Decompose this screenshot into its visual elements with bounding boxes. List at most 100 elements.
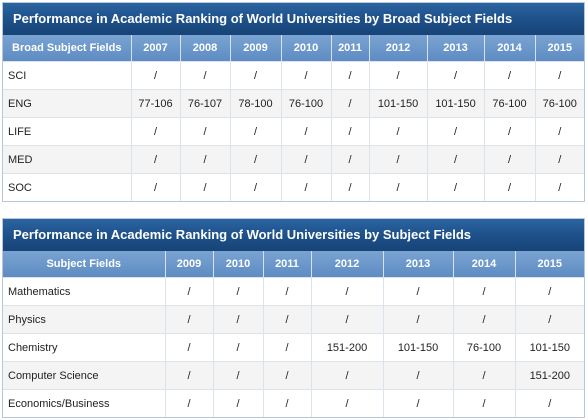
table-cell: / xyxy=(427,117,485,146)
table-cell: / xyxy=(281,173,332,201)
table-cell: / xyxy=(484,145,536,174)
table-cell: / xyxy=(369,145,428,174)
table-cell: / xyxy=(383,305,454,334)
table-cell: / xyxy=(263,361,312,390)
table-cell: / xyxy=(311,305,384,334)
table-cell: / xyxy=(453,305,516,334)
table-cell: / xyxy=(213,305,264,334)
table-cell: / xyxy=(383,361,454,390)
column-header: 2014 xyxy=(453,251,516,278)
row-label: SCI xyxy=(3,61,132,90)
row-label: Computer Science xyxy=(3,361,166,390)
table-cell: / xyxy=(213,277,264,306)
table-cell: / xyxy=(131,173,181,201)
table-cell: / xyxy=(230,117,282,146)
table-cell: / xyxy=(213,389,264,417)
subject-header-row: Subject Fields 2009 2010 2011 2012 2013 … xyxy=(3,251,584,278)
table-cell: / xyxy=(281,61,332,90)
table-cell: / xyxy=(331,145,370,174)
table-cell: / xyxy=(263,333,312,362)
table-cell: / xyxy=(535,173,584,201)
table-cell: 76-100 xyxy=(484,89,536,118)
table-row: SOC / / / / / / / / / xyxy=(3,173,584,201)
table-cell: / xyxy=(515,305,584,334)
table-row: ENG 77-106 76-107 78-100 76-100/101-150 101-1… xyxy=(3,89,584,118)
table-cell: / xyxy=(331,61,370,90)
table-cell: / xyxy=(131,117,181,146)
column-header: 2012 xyxy=(311,251,384,278)
row-label: MED xyxy=(3,145,132,174)
column-header: 2013 xyxy=(427,35,485,62)
table-cell: / xyxy=(369,173,428,201)
table-cell: 77-106 xyxy=(131,89,181,118)
row-label: ENG xyxy=(3,89,132,118)
table-cell: / xyxy=(535,61,584,90)
table-cell: / xyxy=(484,61,536,90)
table-cell: / xyxy=(369,117,428,146)
table-cell: / xyxy=(165,305,214,334)
broad-fields-title: Performance in Academic Ranking of World… xyxy=(3,3,584,35)
table-cell: 151-200 xyxy=(311,333,384,362)
subject-fields-panel: Performance in Academic Ranking of World… xyxy=(2,218,585,418)
row-label: Mathematics xyxy=(3,277,166,306)
column-header: 2011 xyxy=(331,35,370,62)
table-cell: / xyxy=(263,389,312,417)
column-header: 2011 xyxy=(263,251,312,278)
column-header: Broad Subject Fields xyxy=(3,35,132,62)
table-cell: / xyxy=(331,173,370,201)
table-cell: / xyxy=(230,61,282,90)
table-cell: / xyxy=(427,61,485,90)
table-row: Mathematics / / / / / / / xyxy=(3,277,584,306)
table-cell: / xyxy=(484,173,536,201)
table-cell: 101-150 xyxy=(383,333,454,362)
table-cell: / xyxy=(281,117,332,146)
table-cell: / xyxy=(311,389,384,417)
broad-fields-panel: Performance in Academic Ranking of World… xyxy=(2,2,585,202)
table-cell: / xyxy=(331,117,370,146)
column-header: 2010 xyxy=(213,251,264,278)
table-cell: / xyxy=(453,389,516,417)
broad-fields-table: Broad Subject Fields 2007 2008 2009 2010… xyxy=(3,35,584,201)
table-row: Computer Science / / / / //151-200 xyxy=(3,361,584,390)
table-cell: / xyxy=(453,277,516,306)
table-cell: 76-100 xyxy=(453,333,516,362)
table-row: LIFE / / / / / / / / / xyxy=(3,117,584,146)
row-label: Economics/Business xyxy=(3,389,166,417)
table-cell: / xyxy=(165,277,214,306)
table-cell: / xyxy=(515,389,584,417)
table-cell: / xyxy=(213,333,264,362)
table-cell: 76-100 xyxy=(535,89,584,118)
column-header: 2013 xyxy=(383,251,454,278)
broad-header-row: Broad Subject Fields 2007 2008 2009 2010… xyxy=(3,35,584,62)
table-cell: / xyxy=(131,61,181,90)
table-cell: / xyxy=(535,117,584,146)
column-header: 2012 xyxy=(369,35,428,62)
table-cell: 76-107 xyxy=(180,89,231,118)
table-row: Physics / / / / / / / xyxy=(3,305,584,334)
table-cell: / xyxy=(180,173,231,201)
table-row: Chemistry / //151-200 101-150 76-100 101-150 xyxy=(3,333,584,362)
table-cell: / xyxy=(383,277,454,306)
table-cell: / xyxy=(180,117,231,146)
table-cell: / xyxy=(311,277,384,306)
table-row: Economics/Business / / / / / / / xyxy=(3,389,584,417)
table-cell: / xyxy=(180,145,231,174)
column-header: 2015 xyxy=(535,35,584,62)
table-row: MED / / / / / / / / / xyxy=(3,145,584,174)
row-label: LIFE xyxy=(3,117,132,146)
table-cell: / xyxy=(131,145,181,174)
table-cell: / xyxy=(515,277,584,306)
table-cell: 151-200 xyxy=(515,361,584,390)
table-cell: / xyxy=(230,173,282,201)
table-row: SCI / / / / / / / / / xyxy=(3,61,584,90)
table-cell: / xyxy=(331,89,370,118)
table-cell: 101-150 xyxy=(369,89,428,118)
column-header: 2015 xyxy=(515,251,584,278)
table-cell: / xyxy=(230,145,282,174)
table-cell: / xyxy=(281,145,332,174)
table-cell: / xyxy=(427,145,485,174)
table-cell: / xyxy=(535,145,584,174)
table-cell: / xyxy=(311,361,384,390)
table-cell: / xyxy=(427,173,485,201)
table-cell: / xyxy=(180,61,231,90)
